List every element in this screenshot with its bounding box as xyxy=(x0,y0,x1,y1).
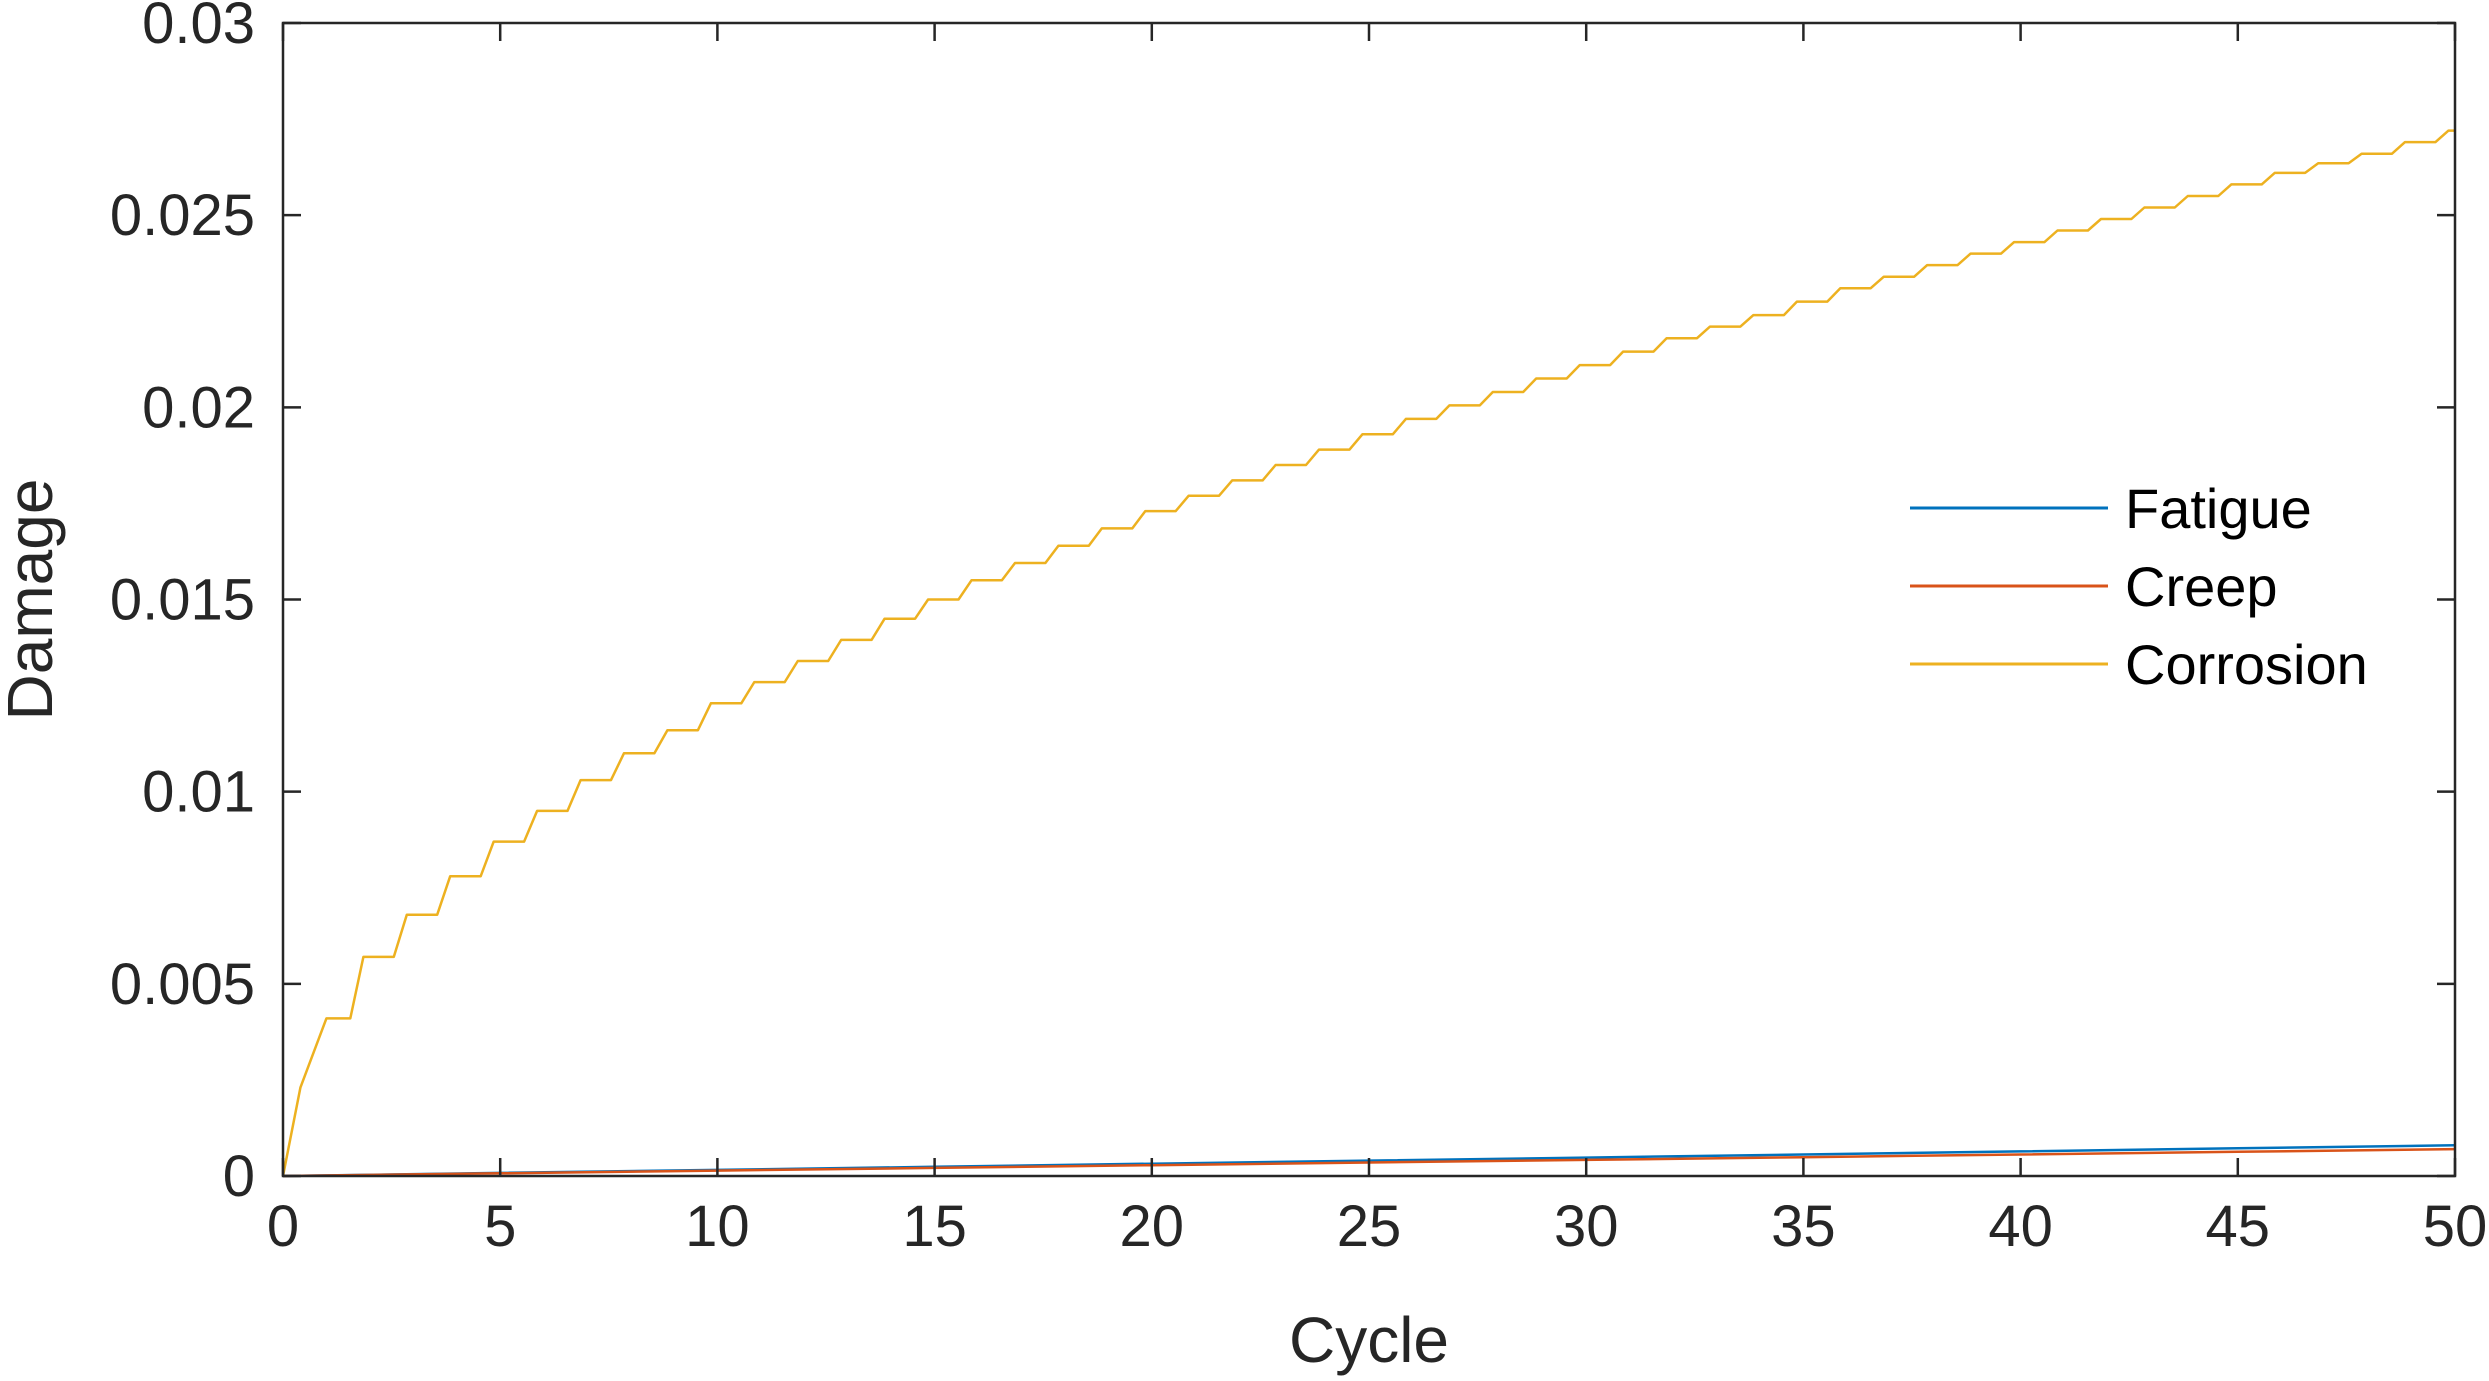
x-tick-label: 15 xyxy=(902,1194,967,1259)
y-tick-label: 0.005 xyxy=(110,952,255,1017)
series-line-corrosion xyxy=(281,129,2455,1177)
y-tick-label: 0.03 xyxy=(142,0,255,56)
legend-label-creep: Creep xyxy=(2125,555,2278,618)
legend: Fatigue Creep Corrosion xyxy=(1910,477,2368,696)
y-tick-label: 0.025 xyxy=(110,183,255,248)
x-tick-label: 25 xyxy=(1337,1194,1402,1259)
x-axis-label: Cycle xyxy=(1289,1304,1449,1376)
x-tick-label: 0 xyxy=(267,1194,299,1259)
legend-label-corrosion: Corrosion xyxy=(2125,633,2368,696)
x-tick-label: 40 xyxy=(1988,1194,2053,1259)
y-tick-label: 0.015 xyxy=(110,568,255,633)
y-tick-label: 0.02 xyxy=(142,375,255,440)
x-tick-label: 50 xyxy=(2423,1194,2488,1259)
y-axis-label: Damage xyxy=(0,479,66,721)
x-tick-label: 20 xyxy=(1120,1194,1185,1259)
y-tick-label: 0.01 xyxy=(142,760,255,825)
legend-label-fatigue: Fatigue xyxy=(2125,477,2312,540)
x-tick-label: 10 xyxy=(685,1194,750,1259)
x-tick-label: 35 xyxy=(1771,1194,1836,1259)
x-tick-label: 5 xyxy=(484,1194,516,1259)
x-tick-label: 45 xyxy=(2206,1194,2271,1259)
x-tick-label: 30 xyxy=(1554,1194,1619,1259)
y-tick-label: 0 xyxy=(223,1144,255,1209)
ticks-layer: 0 5 10 15 20 25 30 35 40 45 50 0 0.005 0.01 0.015 0.02 0… xyxy=(110,0,2487,1259)
